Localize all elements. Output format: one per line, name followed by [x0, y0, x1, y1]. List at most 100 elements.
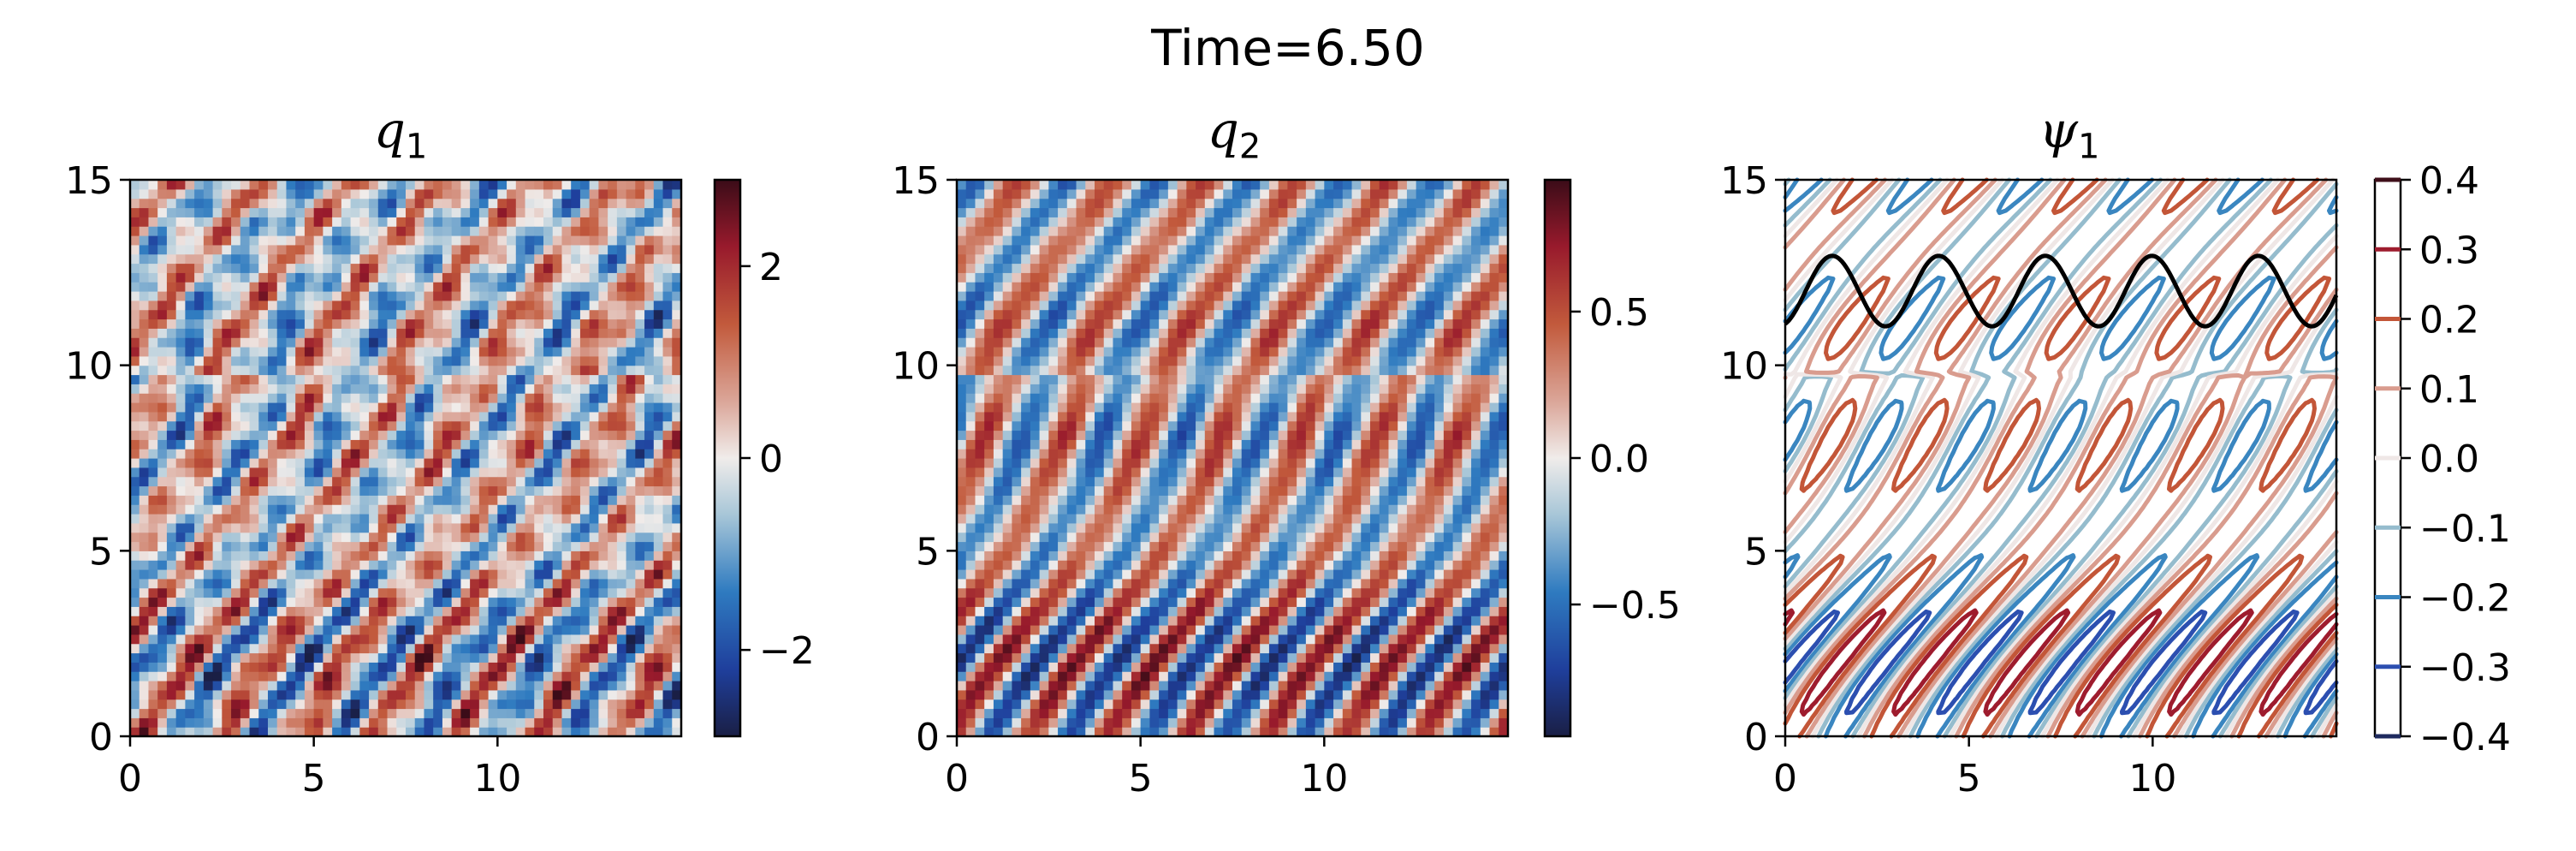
heatmap-cell: [1113, 625, 1123, 635]
heatmap-cell: [341, 606, 352, 616]
heatmap-cell: [626, 244, 636, 255]
heatmap-cell: [406, 253, 416, 265]
heatmap-cell: [350, 430, 360, 440]
heatmap-cell: [258, 625, 269, 635]
heatmap-cell: [1039, 717, 1049, 728]
heatmap-cell: [672, 504, 682, 515]
heatmap-cell: [157, 727, 168, 737]
heatmap-cell: [369, 188, 379, 199]
heatmap-cell: [965, 643, 976, 654]
heatmap-cell: [185, 355, 195, 366]
heatmap-cell: [240, 282, 251, 292]
heatmap-cell: [295, 226, 306, 236]
heatmap-cell: [203, 532, 214, 543]
heatmap-cell: [406, 652, 416, 663]
heatmap-cell: [194, 699, 205, 710]
heatmap-cell: [442, 384, 453, 394]
heatmap-cell: [478, 652, 490, 663]
heatmap-cell: [1122, 263, 1132, 273]
heatmap-cell: [1095, 411, 1105, 422]
heatmap-cell: [552, 587, 563, 598]
heatmap-cell: [387, 291, 397, 301]
heatmap-cell: [543, 476, 554, 487]
heatmap-cell: [258, 188, 269, 199]
heatmap-cell: [323, 689, 333, 700]
heatmap-cell: [1048, 616, 1059, 626]
heatmap-cell: [525, 467, 535, 478]
heatmap-cell: [414, 504, 425, 515]
heatmap-cell: [433, 217, 443, 227]
heatmap-cell: [268, 347, 278, 357]
heatmap-cell: [414, 198, 425, 209]
heatmap-cell: [460, 495, 471, 505]
heatmap-cell: [387, 504, 397, 515]
heatmap-cell: [571, 272, 581, 283]
heatmap-cell: [433, 587, 443, 598]
heatmap-cell: [662, 634, 673, 645]
heatmap-cell: [1030, 569, 1041, 580]
heatmap-cell: [965, 449, 976, 459]
heatmap-cell: [470, 347, 480, 357]
heatmap-cell: [1012, 347, 1022, 357]
heatmap-cell: [1030, 180, 1041, 190]
heatmap-cell: [424, 384, 434, 394]
heatmap-cell: [1149, 272, 1160, 283]
heatmap-cell: [203, 578, 214, 589]
heatmap-cell: [644, 634, 655, 645]
heatmap-cell: [166, 291, 177, 301]
heatmap-cell: [175, 625, 186, 635]
heatmap-cell: [608, 393, 618, 403]
heatmap-cell: [589, 282, 599, 292]
heatmap-cell: [1149, 560, 1160, 570]
heatmap-cell: [276, 727, 288, 737]
heatmap-cell: [515, 217, 526, 227]
heatmap-cell: [212, 365, 223, 376]
heatmap-cell: [1048, 384, 1059, 394]
heatmap-cell: [130, 374, 140, 384]
heatmap-cell: [1002, 244, 1012, 255]
heatmap-cell: [1095, 253, 1105, 265]
heatmap-cell: [231, 430, 241, 440]
heatmap-cell: [1021, 420, 1031, 431]
heatmap-cell: [313, 532, 323, 543]
heatmap-cell: [543, 198, 554, 209]
heatmap-cell: [341, 318, 352, 329]
heatmap-cell: [1039, 532, 1049, 543]
heatmap-cell: [139, 485, 150, 496]
heatmap-cell: [608, 522, 618, 533]
heatmap-cell: [451, 717, 461, 728]
heatmap-cell: [212, 420, 223, 431]
heatmap-cell: [451, 300, 461, 311]
heatmap-cell: [148, 671, 158, 681]
heatmap-cell: [1002, 384, 1012, 394]
heatmap-cell: [626, 272, 636, 283]
heatmap-cell: [993, 430, 1004, 440]
heatmap-cell: [965, 606, 976, 616]
heatmap-cell: [561, 643, 572, 654]
heatmap-cell: [470, 504, 480, 515]
heatmap-cell: [534, 699, 544, 710]
heatmap-cell: [139, 291, 150, 301]
heatmap-cell: [433, 708, 443, 718]
heatmap-cell: [1002, 560, 1012, 570]
heatmap-cell: [130, 662, 140, 672]
heatmap-cell: [579, 449, 591, 459]
heatmap-cell: [543, 625, 554, 635]
heatmap-cell: [387, 439, 397, 449]
heatmap-cell: [525, 625, 535, 635]
heatmap-cell: [1103, 411, 1114, 422]
heatmap-cell: [359, 263, 370, 273]
heatmap-cell: [672, 708, 682, 718]
heatmap-cell: [1066, 476, 1077, 487]
heatmap-cell: [130, 634, 140, 645]
heatmap-cell: [323, 662, 333, 672]
heatmap-cell: [460, 532, 471, 543]
heatmap-cell: [626, 597, 636, 607]
heatmap-cell: [341, 207, 352, 217]
heatmap-cell: [222, 384, 232, 394]
heatmap-cell: [323, 476, 333, 487]
heatmap-cell: [993, 476, 1004, 487]
heatmap-cell: [626, 634, 636, 645]
heatmap-cell: [451, 699, 461, 710]
heatmap-cell: [515, 430, 526, 440]
